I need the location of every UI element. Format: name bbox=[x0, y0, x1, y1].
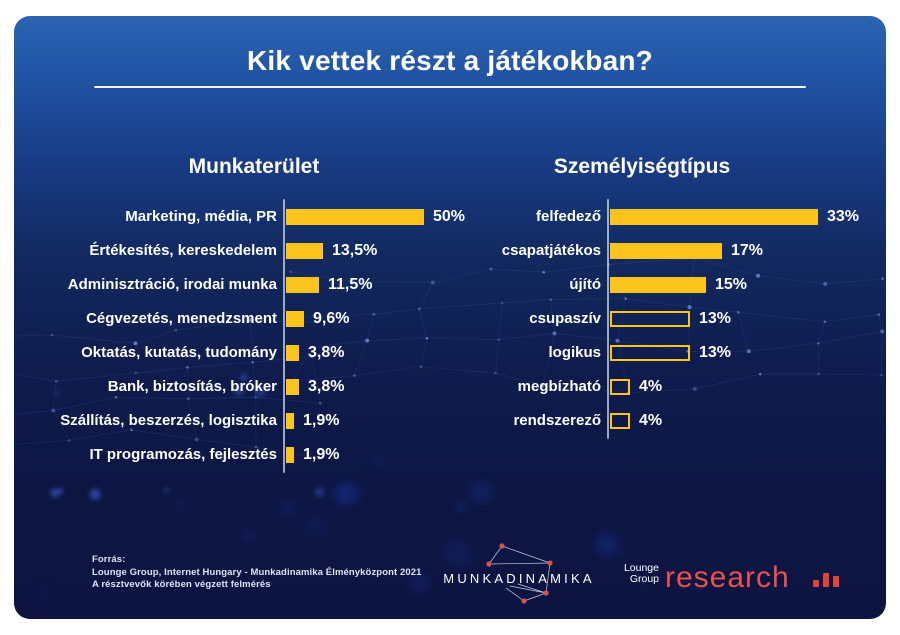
bar-value: 1,9% bbox=[303, 412, 340, 429]
bar-row: újító 15% bbox=[14, 268, 886, 302]
bar bbox=[286, 413, 294, 429]
bar-value: 1,9% bbox=[303, 446, 340, 463]
bar-icon-segment bbox=[833, 576, 839, 587]
bar bbox=[286, 277, 319, 293]
constellation-dots bbox=[486, 543, 553, 604]
bar-row: megbízható 4% bbox=[14, 370, 886, 404]
bar bbox=[610, 379, 630, 395]
bar-value: 15% bbox=[715, 276, 748, 293]
bar bbox=[286, 345, 299, 361]
bar bbox=[286, 379, 299, 395]
chart-szemelyisegtipus: felfedező 33% csapatjátékos 17% újító 15% csup… bbox=[14, 199, 886, 439]
bar-value: 4% bbox=[639, 412, 663, 429]
lounge-group-logo: Lounge Group bbox=[559, 563, 659, 585]
chart-heading-munkaterulet: Munkaterület bbox=[188, 155, 320, 178]
bar-label: csupaszív bbox=[529, 310, 601, 327]
bar bbox=[286, 243, 323, 259]
bar-row: Oktatás, kutatás, tudomány 3,8% bbox=[14, 336, 886, 370]
bar-row: logikus 13% bbox=[14, 336, 886, 370]
bar-value: 13,5% bbox=[332, 242, 378, 259]
bar-label: Szállítás, beszerzés, logisztika bbox=[60, 412, 277, 429]
bar-value: 33% bbox=[827, 208, 860, 225]
munkadinamika-logo: MUNKADINAMIKA bbox=[443, 543, 594, 604]
bar-value: 17% bbox=[731, 242, 764, 259]
source-line: Forrás: bbox=[92, 554, 126, 565]
bar-value: 13% bbox=[699, 310, 732, 327]
bar-row: Szállítás, beszerzés, logisztika 1,9% bbox=[14, 404, 886, 438]
bar bbox=[610, 311, 690, 327]
bar-row: rendszerező 4% bbox=[14, 404, 886, 438]
infographic-card: Kik vettek részt a játékokban? Munkaterü… bbox=[14, 16, 886, 619]
research-logo-text: research bbox=[665, 561, 790, 594]
bar-label: újító bbox=[569, 276, 601, 293]
bar-row: Bank, biztosítás, bróker 3,8% bbox=[14, 370, 886, 404]
axis-line bbox=[607, 199, 609, 439]
lounge-group-line: Group bbox=[629, 573, 659, 585]
bar-value: 9,6% bbox=[313, 310, 350, 327]
munkadinamika-logo-text: MUNKADINAMIKA bbox=[443, 571, 594, 586]
bar-row: csapatjátékos 17% bbox=[14, 234, 886, 268]
bar bbox=[610, 277, 706, 293]
axis-line bbox=[283, 199, 285, 473]
bar-value: 50% bbox=[433, 208, 466, 225]
bar bbox=[610, 209, 818, 225]
constellation-lines bbox=[488, 545, 551, 602]
bar-value: 3,8% bbox=[308, 378, 345, 395]
source-note: Forrás: Lounge Group, Internet Hungary -… bbox=[92, 554, 422, 592]
bar-label: csapatjátékos bbox=[501, 242, 601, 259]
bar-label: IT programozás, fejlesztés bbox=[89, 446, 277, 463]
bar-label: Cégvezetés, menedzsment bbox=[86, 310, 277, 327]
chart-heading-szemelyisegtipus: Személyiségtípus bbox=[553, 155, 731, 178]
bar-icon-segment bbox=[813, 580, 819, 587]
title-divider bbox=[94, 86, 806, 88]
bar-label: megbízható bbox=[517, 378, 601, 395]
chart-munkaterulet: Marketing, média, PR 50% Értékesítés, kere… bbox=[14, 199, 886, 473]
source-line: Lounge Group, Internet Hungary - Munkadi… bbox=[92, 566, 422, 578]
bar bbox=[286, 209, 424, 225]
bar bbox=[286, 447, 294, 463]
bar-value: 13% bbox=[699, 344, 732, 361]
bar-label: Oktatás, kutatás, tudomány bbox=[81, 344, 277, 361]
source-line: A résztvevők körében végzett felmérés bbox=[92, 579, 271, 590]
bar-value: 3,8% bbox=[308, 344, 345, 361]
bar-label: logikus bbox=[548, 344, 601, 361]
bar bbox=[610, 345, 690, 361]
bar-label: Marketing, média, PR bbox=[125, 208, 277, 225]
page-title: Kik vettek részt a játékokban? bbox=[247, 45, 653, 76]
bar-label: rendszerező bbox=[513, 412, 601, 429]
bar bbox=[610, 243, 722, 259]
bar-value: 11,5% bbox=[328, 276, 373, 293]
bar-label: Értékesítés, kereskedelem bbox=[89, 242, 277, 259]
bar bbox=[286, 311, 304, 327]
bar-label: felfedező bbox=[535, 208, 601, 225]
bar-row: Értékesítés, kereskedelem 13,5% bbox=[14, 234, 886, 268]
bar-row: felfedező 33% bbox=[14, 200, 886, 234]
bar-row: IT programozás, fejlesztés 1,9% bbox=[14, 438, 886, 472]
bar-icon-segment bbox=[823, 573, 829, 587]
bar-row: csupaszív 13% bbox=[14, 302, 886, 336]
bar-row: Marketing, média, PR 50% bbox=[14, 200, 886, 234]
lounge-group-line: Lounge bbox=[623, 562, 659, 574]
bar bbox=[610, 413, 630, 429]
research-bar-chart-icon bbox=[813, 572, 845, 587]
bar-row: Adminisztráció, irodai munka 11,5% bbox=[14, 268, 886, 302]
bar-value: 4% bbox=[639, 378, 663, 395]
bar-label: Bank, biztosítás, bróker bbox=[107, 378, 277, 395]
bar-label: Adminisztráció, irodai munka bbox=[67, 276, 277, 293]
bar-row: Cégvezetés, menedzsment 9,6% bbox=[14, 302, 886, 336]
